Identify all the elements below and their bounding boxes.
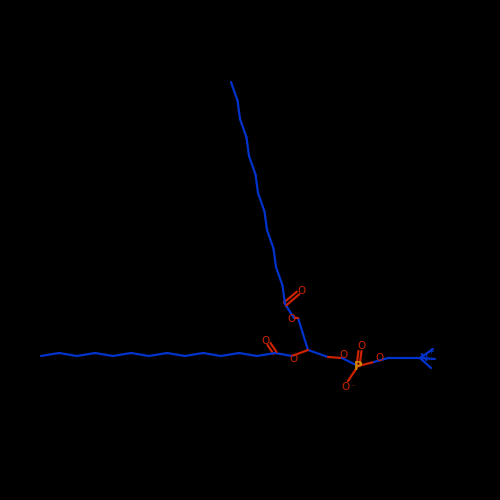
Text: O: O [298,286,306,296]
Text: +: + [428,346,434,356]
Text: O: O [342,382,350,392]
Text: O: O [287,314,295,324]
Text: ⁻: ⁻ [351,382,355,392]
Text: O: O [357,341,365,351]
Text: O: O [375,353,383,363]
Text: O: O [340,350,348,360]
Text: N: N [420,353,428,363]
Text: O: O [290,354,298,364]
Text: P: P [354,360,362,372]
Text: O: O [262,336,270,346]
